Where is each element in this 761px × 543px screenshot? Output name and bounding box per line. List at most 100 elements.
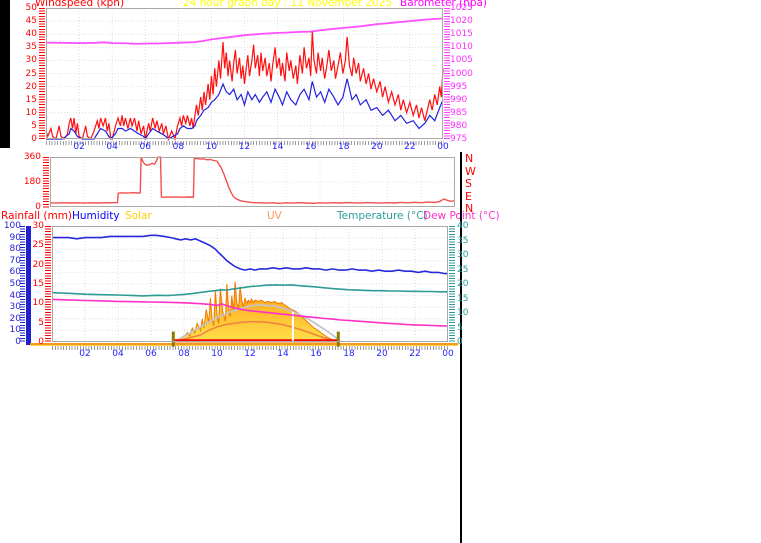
temperature-tick-label: 0 <box>457 337 463 347</box>
hour-tick-label: 14 <box>271 142 284 152</box>
hour-tick-label: 08 <box>172 142 185 152</box>
compass-label-w: W <box>465 164 476 178</box>
compass-label-s: S <box>465 177 472 191</box>
hour-tick-label: 18 <box>338 142 350 152</box>
humidity-tick-label: 10 <box>9 325 21 336</box>
wind-direction-chart <box>49 156 456 207</box>
windspeed-tick-label: 25 <box>25 68 37 79</box>
windspeed-axis-label: Windspeed (kph) <box>35 0 125 9</box>
windspeed-tick-label: 30 <box>25 55 37 66</box>
hour-tick-label: 10 <box>211 349 223 359</box>
hour-tick-label: 14 <box>277 349 289 359</box>
temperature-tick-label: 35 <box>457 235 469 246</box>
barometer-tick-label: 1005 <box>450 55 473 66</box>
rainfall-axis-ticks <box>45 226 51 343</box>
rainfall-tick-label: 20 <box>32 259 44 270</box>
wind-direction-tick-label: 0 <box>35 202 41 212</box>
hour-tick-label: 20 <box>371 142 383 152</box>
barometer-tick-label: 1025 <box>450 3 473 13</box>
barometer-axis-ticks <box>444 8 450 140</box>
windspeed-tick-label: 0 <box>31 134 37 144</box>
barometer-tick-label: 1015 <box>450 29 473 40</box>
humidity-legend-label: Humidity <box>72 210 120 222</box>
compass-label-e: E <box>465 189 472 203</box>
wind-direction-tick-label: 180 <box>23 177 41 187</box>
temperature-tick-label: 20 <box>457 279 469 289</box>
windspeed-tick-label: 20 <box>25 81 37 92</box>
temperature-tick-label: 25 <box>457 264 469 275</box>
temperature-tick-label: 5 <box>457 322 463 333</box>
barometer-tick-label: 1020 <box>450 16 473 27</box>
temperature-legend-label: Temperature (°C) <box>337 210 428 222</box>
temperature-tick-label: 30 <box>457 250 469 260</box>
hour-tick-label: 04 <box>106 142 118 152</box>
hour-tick-label: 22 <box>409 349 421 359</box>
barometer-tick-label: 1000 <box>450 68 473 79</box>
hour-tick-label: 22 <box>404 142 416 152</box>
rainfall-tick-label: 30 <box>32 221 44 231</box>
windspeed-barometer-chart <box>45 8 444 142</box>
page-title: 24 hour graph day : 11 November 2025 <box>183 0 393 9</box>
climate-chart <box>51 226 449 347</box>
windspeed-tick-label: 10 <box>25 107 37 118</box>
humidity-axis-bar <box>26 226 31 345</box>
humidity-tick-label: 100 <box>3 221 21 231</box>
temperature-tick-label: 10 <box>457 308 469 318</box>
barometer-tick-label: 990 <box>450 94 468 105</box>
windspeed-tick-label: 35 <box>25 42 37 53</box>
hour-tick-label: 12 <box>238 142 251 152</box>
hour-tick-label: 02 <box>79 349 91 359</box>
barometer-axis-label: Barometer (hpa) <box>400 0 488 9</box>
humidity-axis-ticks <box>20 226 25 343</box>
temperature-tick-label: 15 <box>457 293 469 304</box>
hour-tick-label: 10 <box>205 142 218 152</box>
left-edge-bar <box>0 0 10 148</box>
rainfall-tick-label: 15 <box>32 279 44 289</box>
rainfall-tick-label: 0 <box>38 337 44 347</box>
wind-direction-tick-label: 360 <box>23 152 41 162</box>
solar-legend-label: Solar <box>125 210 152 222</box>
hour-tick-label: 16 <box>310 349 322 359</box>
humidity-tick-label: 0 <box>15 337 21 347</box>
windspeed-tick-label: 50 <box>25 3 37 13</box>
windspeed-tick-label: 40 <box>25 29 37 40</box>
windspeed-tick-label: 45 <box>25 16 37 27</box>
compass-label-n-bottom: N <box>465 202 474 216</box>
humidity-tick-label: 50 <box>9 279 21 289</box>
top-chart-hour-ticks <box>46 141 444 145</box>
windspeed-tick-label: 5 <box>31 120 37 131</box>
rainfall-tick-label: 10 <box>32 298 44 309</box>
bottom-chart-hour-ticks <box>52 346 449 350</box>
temperature-axis-ticks <box>449 226 455 343</box>
barometer-tick-label: 980 <box>450 120 468 131</box>
direction-axis-ticks <box>43 157 49 208</box>
hour-tick-label: 00 <box>437 142 449 152</box>
hour-tick-label: 20 <box>376 349 388 359</box>
hour-tick-label: 18 <box>343 349 355 359</box>
right-divider-line <box>460 152 462 543</box>
humidity-tick-label: 20 <box>9 313 21 324</box>
barometer-tick-label: 995 <box>450 81 468 92</box>
windspeed-axis-ticks <box>39 8 45 140</box>
hour-tick-label: 00 <box>442 349 454 359</box>
humidity-tick-label: 60 <box>9 267 21 278</box>
rainfall-tick-label: 25 <box>32 240 44 251</box>
compass-label-n-top: N <box>465 152 474 165</box>
barometer-tick-label: 985 <box>450 107 468 118</box>
humidity-tick-label: 80 <box>9 244 21 255</box>
humidity-tick-label: 30 <box>9 302 21 313</box>
hour-tick-label: 04 <box>112 349 124 359</box>
hour-tick-label: 12 <box>244 349 256 359</box>
humidity-tick-label: 90 <box>9 232 21 243</box>
rainfall-legend-label: Rainfall (mm) <box>1 210 73 222</box>
solar-axis-line <box>30 343 458 346</box>
barometer-tick-label: 975 <box>450 134 468 144</box>
hour-tick-label: 16 <box>304 142 317 152</box>
humidity-tick-label: 70 <box>9 255 21 266</box>
windspeed-tick-label: 15 <box>25 94 37 105</box>
uv-legend-label: UV <box>267 210 282 222</box>
hour-tick-label: 02 <box>73 142 85 152</box>
temperature-tick-label: 40 <box>457 221 469 231</box>
rainfall-tick-label: 5 <box>38 317 44 328</box>
